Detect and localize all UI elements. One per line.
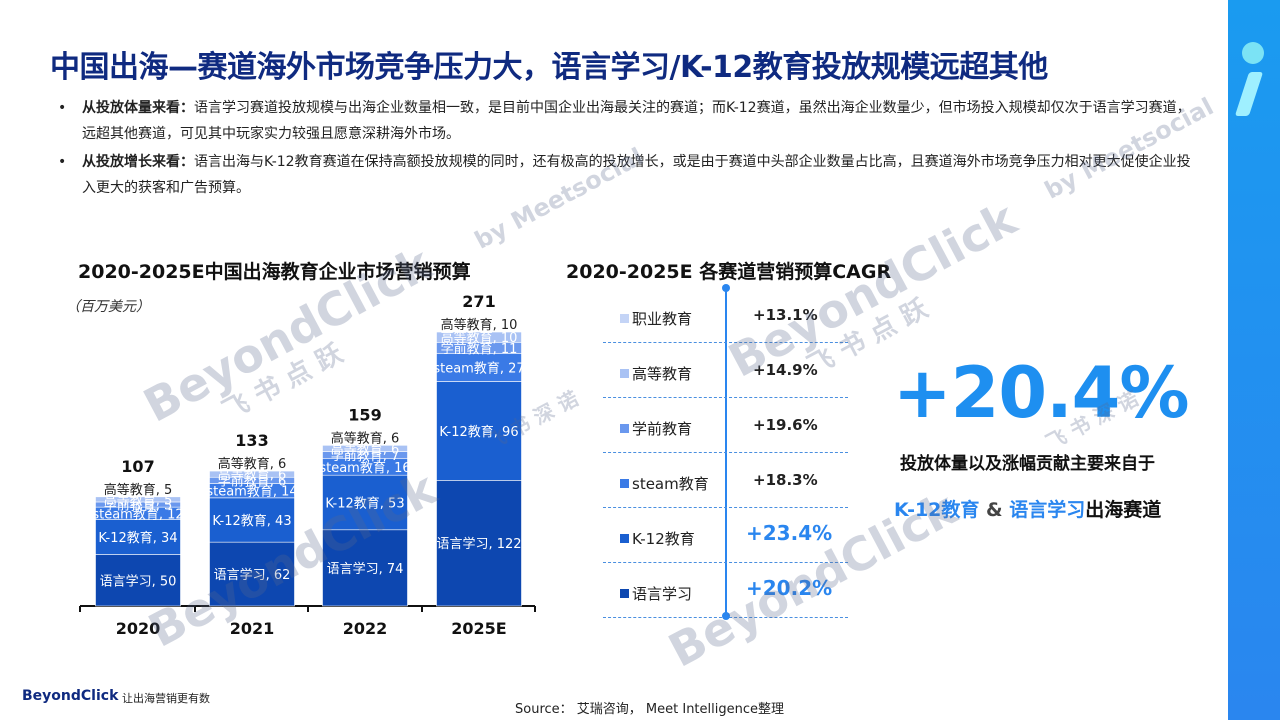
bullet-label: 从投放体量来看： xyxy=(82,100,194,116)
stacked-chart-title: 2020-2025E中国出海教育企业市场营销预算 xyxy=(78,261,471,283)
cagr-row-name: steam教育 xyxy=(632,475,709,493)
bar-segment-label: 高等教育, 10 xyxy=(441,330,518,346)
bullet-list: 从投放体量来看：语言学习赛道投放规模与出海企业数量相一致，是目前中国企业出海最关… xyxy=(56,95,1196,203)
cagr-row-value: +13.1% xyxy=(753,306,818,324)
bar-segment-label: 高等教育, 6 xyxy=(331,441,400,457)
cagr-row-value: +18.3% xyxy=(753,471,818,489)
side-accent-strip xyxy=(1228,0,1280,720)
row-separator xyxy=(603,397,848,398)
legend-swatch xyxy=(620,589,629,598)
cagr-row: K-12教育 +23.4% xyxy=(603,508,848,563)
bullet-text: 语言学习赛道投放规模与出海企业数量相一致，是目前中国企业出海最关注的赛道；而K-… xyxy=(82,100,1191,142)
legend-swatch xyxy=(620,424,629,433)
bar-top-series-label: 高等教育, 10 xyxy=(441,317,518,333)
bar-segment xyxy=(95,496,181,503)
bar-segment-label: 语言学习, 122 xyxy=(436,536,521,552)
legend-swatch xyxy=(620,534,629,543)
cagr-row: 职业教育 +13.1% xyxy=(603,288,848,343)
bar-segment-label: steam教育, 16 xyxy=(319,460,410,476)
accent-bar-shape xyxy=(1234,72,1264,116)
x-tick-label: 2021 xyxy=(230,619,275,638)
divider-end-dot xyxy=(722,284,730,292)
cagr-row-value: +23.4% xyxy=(746,521,833,545)
row-separator xyxy=(603,507,848,508)
headline-tracks: K-12教育 & 语言学习出海赛道 xyxy=(894,495,1161,522)
cagr-row-name: 语言学习 xyxy=(632,585,693,603)
row-separator xyxy=(603,562,848,563)
bar-segment xyxy=(436,353,522,382)
bullet-item-growth: 从投放增长来看：语言出海与K-12教育赛道在保持高额投放规模的同时，还有极高的投… xyxy=(56,149,1196,201)
headline-cagr-number: +20.4% xyxy=(893,352,1189,434)
cagr-row-name: 职业教育 xyxy=(632,310,693,328)
page-title: 中国出海—赛道海外市场竞争压力大，语言学习/K-12教育投放规模远超其他 xyxy=(50,50,1048,85)
bar-total-label: 159 xyxy=(348,405,381,424)
bar-segment xyxy=(436,480,522,607)
bar-segment-label: K-12教育, 53 xyxy=(325,495,404,511)
footer-slogan: 让出海营销更有数 xyxy=(122,692,210,705)
cagr-row-name: 高等教育 xyxy=(632,365,693,383)
bar-segment-label: 高等教育, 6 xyxy=(218,467,287,483)
bar-segment-label: 学前教育, 11 xyxy=(441,341,518,357)
cagr-table-title: 2020-2025E 各赛道营销预算CAGR xyxy=(566,261,892,283)
cagr-row-value: +19.6% xyxy=(753,416,818,434)
bar-top-series-label: 高等教育, 6 xyxy=(331,430,400,446)
legend-swatch xyxy=(620,479,629,488)
bar-segment xyxy=(322,445,408,452)
bar-segment xyxy=(436,381,522,481)
footer-brand-logo: BeyondClick xyxy=(22,688,119,704)
cagr-row-value: +20.2% xyxy=(746,576,833,600)
bar-segment xyxy=(436,331,522,343)
headline-tag-k12: K-12教育 xyxy=(894,499,980,521)
bar-segment-label: 语言学习, 62 xyxy=(214,567,291,583)
cagr-row: 学前教育 +19.6% xyxy=(603,398,848,453)
x-tick-label: 2020 xyxy=(116,619,161,638)
bar-top-series-label: 高等教育, 5 xyxy=(104,482,173,498)
cagr-table: 职业教育 +13.1% 高等教育 +14.9% 学前教育 +19.6% steam教育 +18… xyxy=(603,284,848,620)
chart-unit-label: （百万美元） xyxy=(66,299,150,315)
bar-segment xyxy=(209,470,295,478)
cagr-divider-line xyxy=(725,288,727,618)
bar-segment xyxy=(209,497,295,543)
cagr-row-name: 学前教育 xyxy=(632,420,693,438)
divider-end-dot xyxy=(722,612,730,620)
x-tick-label: 2025E xyxy=(451,619,506,638)
cagr-row-value: +14.9% xyxy=(753,361,818,379)
cagr-row: steam教育 +18.3% xyxy=(603,453,848,508)
row-separator xyxy=(603,342,848,343)
bar-segment-label: steam教育, 27 xyxy=(433,361,524,377)
bar-segment xyxy=(322,529,408,607)
x-tick-label: 2022 xyxy=(343,619,388,638)
bullet-item-volume: 从投放体量来看：语言学习赛道投放规模与出海企业数量相一致，是目前中国企业出海最关… xyxy=(56,95,1196,147)
headline-amp: & xyxy=(979,499,1010,521)
headline-suffix: 出海赛道 xyxy=(1085,499,1162,521)
bar-total-label: 133 xyxy=(235,431,268,450)
cagr-row-name: K-12教育 xyxy=(632,530,695,548)
bar-segment-label: 高等教育, 5 xyxy=(104,492,173,508)
row-separator xyxy=(603,452,848,453)
bar-segment-label: K-12教育, 34 xyxy=(98,530,177,546)
bar-segment-label: K-12教育, 43 xyxy=(212,513,291,529)
bullet-label: 从投放增长来看： xyxy=(82,154,194,170)
legend-swatch xyxy=(620,369,629,378)
bar-segment-label: 语言学习, 50 xyxy=(100,573,177,589)
bar-segment xyxy=(95,554,181,607)
accent-dot-shape xyxy=(1242,42,1264,64)
legend-swatch xyxy=(620,314,629,323)
bar-total-label: 271 xyxy=(462,292,495,311)
bar-segment-label: 学前教育, 7 xyxy=(331,448,400,464)
bar-total-label: 107 xyxy=(121,457,154,476)
cagr-row: 高等教育 +14.9% xyxy=(603,343,848,398)
headline-subtitle: 投放体量以及涨幅贡献主要来自于 xyxy=(900,454,1155,474)
bar-top-series-label: 高等教育, 6 xyxy=(218,456,287,472)
bar-segment-label: steam教育, 12 xyxy=(92,506,183,522)
bar-segment-label: steam教育, 14 xyxy=(206,484,297,500)
bar-segment xyxy=(95,519,181,555)
bar-segment-label: K-12教育, 96 xyxy=(439,424,518,440)
cagr-row: 语言学习 +20.2% xyxy=(603,563,848,618)
bar-segment-label: 语言学习, 74 xyxy=(327,561,404,577)
source-note: Source： 艾瑞咨询， Meet Intelligence整理 xyxy=(515,702,784,717)
bullet-text: 语言出海与K-12教育赛道在保持高额投放规模的同时，还有极高的投放增长，或是由于… xyxy=(82,154,1191,196)
headline-tag-language: 语言学习 xyxy=(1009,499,1086,521)
